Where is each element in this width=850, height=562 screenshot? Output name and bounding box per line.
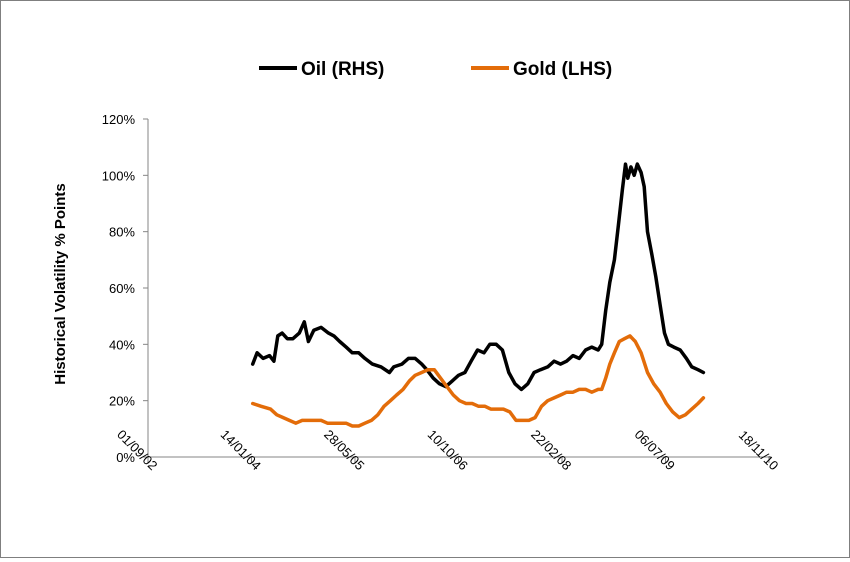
x-tick-label: 06/07/09: [632, 427, 678, 473]
y-tick-label: 60%: [109, 281, 135, 296]
x-tick-label: 18/11/10: [736, 427, 782, 473]
series-lines: [250, 162, 706, 428]
x-tick-label: 22/02/08: [528, 427, 574, 473]
y-tick-label: 80%: [109, 225, 135, 240]
legend-label-oil: Oil (RHS): [301, 59, 384, 80]
y-tick-label: 120%: [102, 112, 136, 127]
legend-label-gold: Gold (LHS): [513, 59, 612, 80]
y-tick-label: 20%: [109, 394, 135, 409]
legend: Oil (RHS) Gold (LHS): [259, 59, 612, 80]
y-axis-label: Historical Volatility % Points: [52, 183, 69, 384]
series-line-oil: [250, 162, 706, 392]
x-tick-label: 28/05/05: [321, 427, 367, 473]
x-tick-label: 10/10/06: [425, 427, 471, 473]
y-tick-label: 100%: [102, 168, 136, 183]
x-tick-label: 14/01/04: [218, 427, 264, 473]
series-line-gold: [250, 334, 706, 428]
y-tick-label: 40%: [109, 337, 135, 352]
y-tick-label: 0%: [116, 450, 135, 465]
